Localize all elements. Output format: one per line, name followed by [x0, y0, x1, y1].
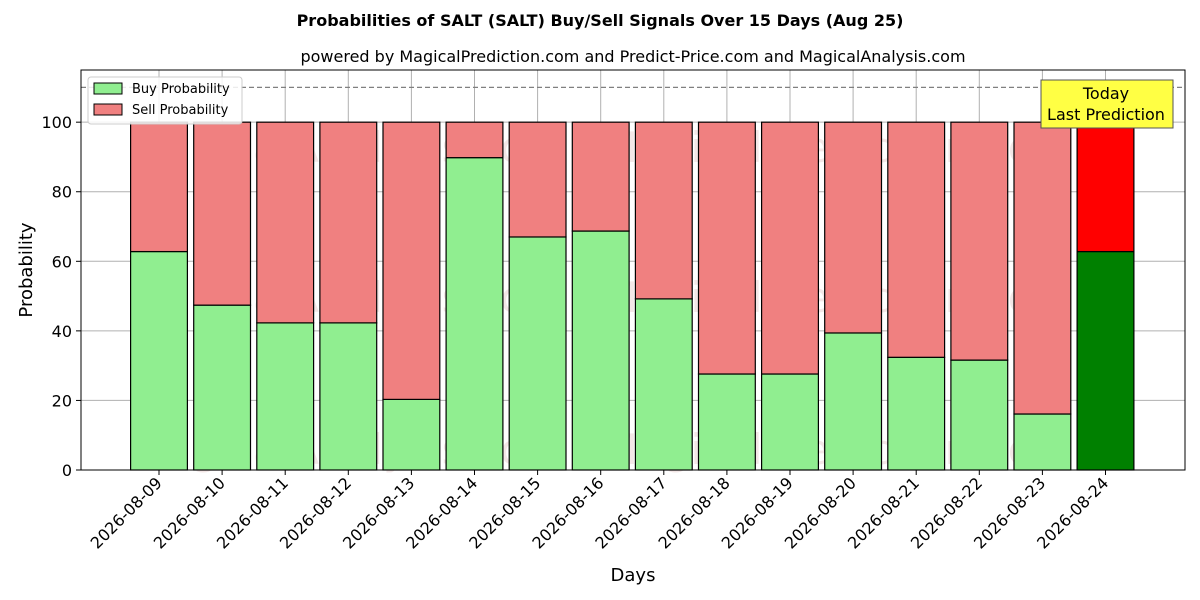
buy-bar	[193, 304, 252, 471]
buy-bar	[950, 359, 1009, 471]
legend: Buy Probability Sell Probability	[87, 76, 243, 125]
x-axis-label: Days	[611, 565, 656, 586]
buy-bar	[760, 373, 819, 471]
sell-bar	[382, 121, 441, 400]
annotation-line: Last Prediction	[1047, 105, 1165, 124]
today-annotation: Today Last Prediction	[1040, 79, 1174, 129]
legend-swatch	[93, 82, 123, 95]
buy-bar	[634, 298, 693, 471]
legend-box	[87, 76, 243, 125]
sell-bar	[760, 121, 819, 375]
buy-bar	[1013, 413, 1072, 471]
bar-layer	[130, 121, 1135, 471]
y-axis-label: Probability	[16, 222, 37, 317]
sell-bar	[130, 121, 189, 253]
buy-bar	[130, 250, 189, 471]
legend-label: Buy Probability	[132, 82, 230, 97]
x-axis-ticks: 2026-08-092026-08-102026-08-112026-08-12…	[87, 470, 1112, 553]
buy-bar	[887, 356, 946, 471]
plot-frame	[80, 69, 1186, 471]
sell-bar	[193, 121, 252, 306]
buy-bar	[382, 398, 441, 471]
sell-bar	[887, 121, 946, 358]
annotation-box	[1040, 79, 1174, 129]
sell-bar	[319, 121, 378, 324]
annotation-line: Today	[1082, 84, 1129, 103]
sell-bar	[508, 121, 567, 238]
y-tick-label: 20	[52, 391, 72, 410]
y-tick-label: 60	[52, 252, 72, 271]
sell-bar	[1013, 121, 1072, 415]
buy-bar	[256, 322, 315, 471]
sell-bar	[256, 121, 315, 324]
buy-bar	[319, 322, 378, 471]
y-tick-label: 100	[41, 113, 72, 132]
legend-swatch	[93, 103, 123, 116]
sell-bar	[445, 121, 504, 159]
buy-bar	[445, 157, 504, 471]
sell-bar	[697, 121, 756, 375]
y-tick-label: 0	[62, 461, 72, 480]
buy-bar	[508, 236, 567, 471]
legend-label: Sell Probability	[132, 103, 229, 118]
y-tick-label: 80	[52, 183, 72, 202]
sell-bar	[571, 121, 630, 232]
sell-bar	[824, 121, 883, 334]
sell-bar	[634, 121, 693, 300]
chart-subtitle: powered by MagicalPrediction.com and Pre…	[300, 47, 965, 66]
chart-title: Probabilities of SALT (SALT) Buy/Sell Si…	[297, 11, 904, 30]
buy-bar	[824, 332, 883, 471]
buy-bar	[571, 230, 630, 471]
y-tick-label: 40	[52, 322, 72, 341]
buy-bar	[697, 373, 756, 471]
sell-bar	[950, 121, 1009, 361]
sell-bar	[1076, 121, 1135, 253]
y-axis-ticks: 0 20 40 60 80 100	[41, 113, 81, 480]
buy-bar	[1076, 250, 1135, 471]
